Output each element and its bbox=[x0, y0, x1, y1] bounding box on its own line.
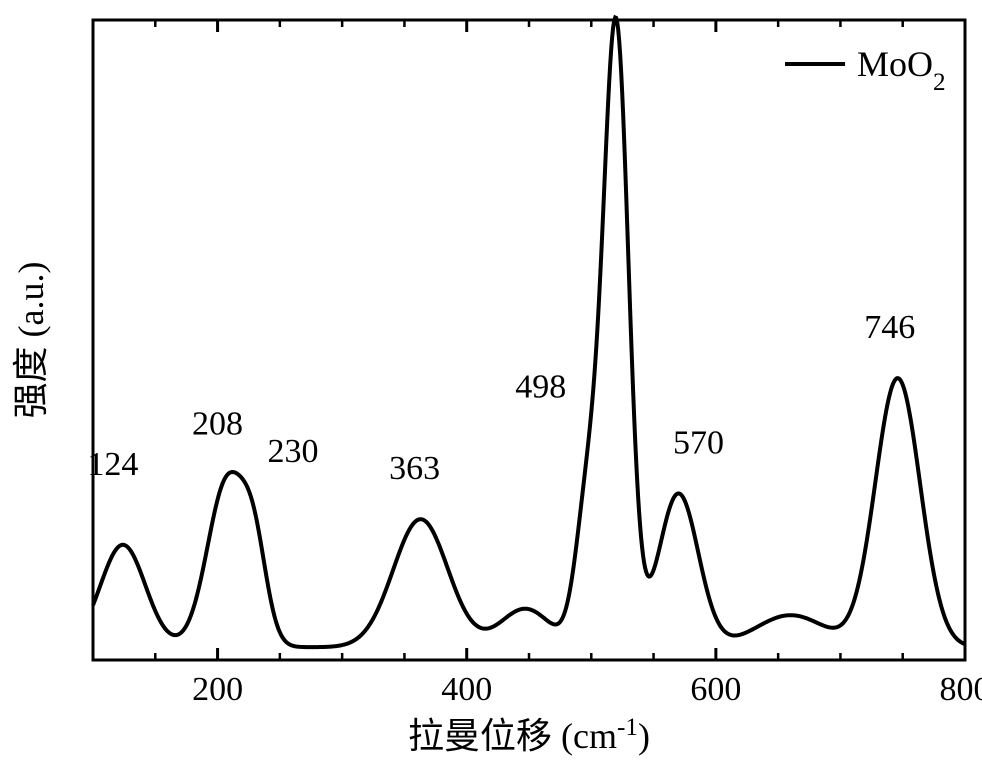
peak-label: 208 bbox=[192, 406, 243, 443]
spectrum-line bbox=[93, 17, 965, 647]
peak-label: 498 bbox=[515, 368, 566, 405]
raman-chart: 200 400 600 800 拉曼位移 (cm-1) 强度 (a.u.) 124 208 23… bbox=[0, 0, 982, 761]
peak-label: 746 bbox=[864, 309, 915, 346]
peak-label: 124 bbox=[87, 446, 138, 483]
x-axis-label: 拉曼位移 (cm-1) bbox=[408, 714, 650, 757]
x-tick-label: 200 bbox=[192, 671, 243, 708]
peak-label: 363 bbox=[389, 450, 440, 487]
x-tick-label: 400 bbox=[441, 671, 492, 708]
legend-label: MoO2 bbox=[857, 44, 946, 96]
y-axis-label: 强度 (a.u.) bbox=[11, 262, 51, 419]
peak-label: 230 bbox=[267, 433, 318, 470]
x-tick-label: 800 bbox=[940, 671, 982, 708]
plot-border bbox=[93, 20, 965, 660]
x-tick-label: 600 bbox=[690, 671, 741, 708]
chart-svg: 200 400 600 800 拉曼位移 (cm-1) 强度 (a.u.) 124 208 23… bbox=[0, 0, 982, 761]
peak-label: 570 bbox=[673, 424, 724, 461]
